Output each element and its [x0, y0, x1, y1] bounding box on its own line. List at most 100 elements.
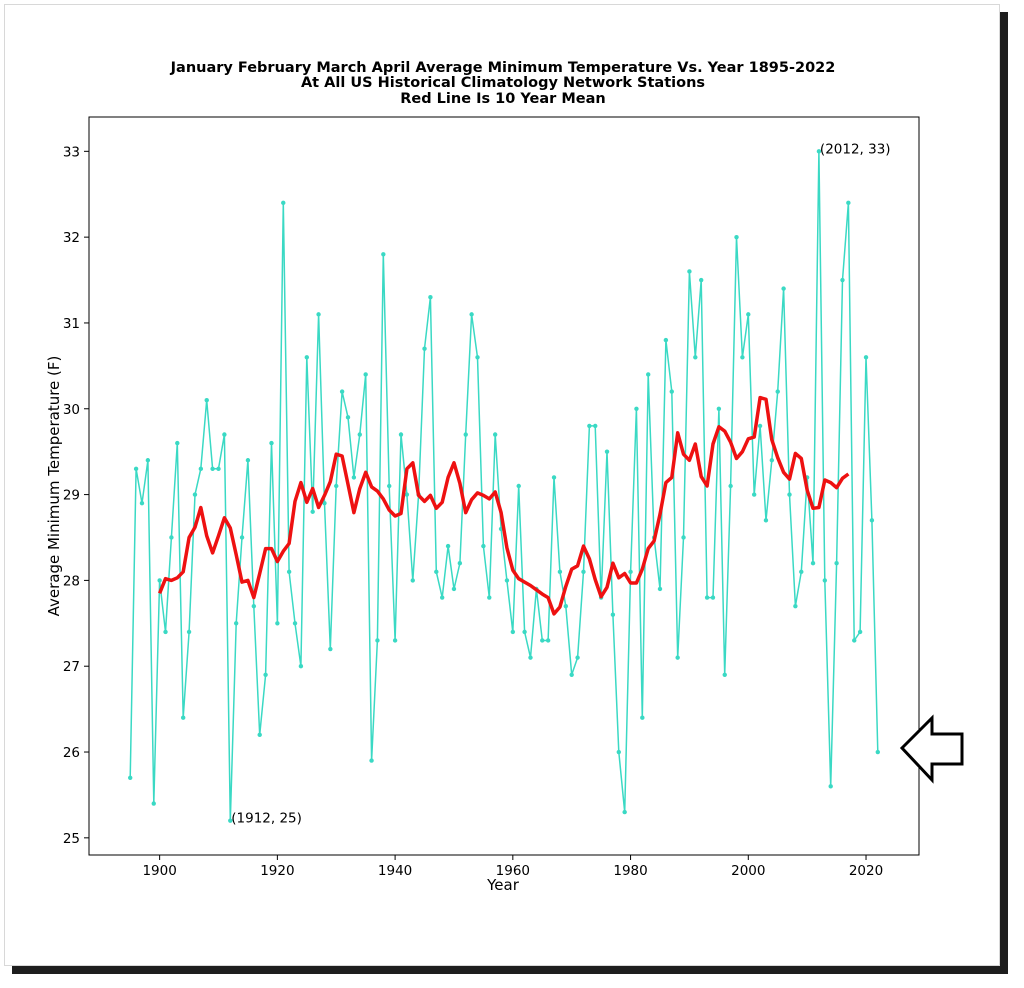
data-point — [369, 758, 374, 763]
annotation-label: (1912, 25) — [231, 811, 302, 827]
data-point — [445, 543, 451, 549]
y-axis-label: Average Minimum Temperature (F) — [45, 356, 63, 617]
data-point — [251, 603, 257, 609]
x-tick-label: 1980 — [613, 863, 647, 879]
data-point — [628, 569, 633, 575]
y-tick-label: 29 — [63, 488, 80, 504]
data-point — [563, 603, 569, 609]
data-point — [751, 492, 757, 497]
x-tick-label: 2020 — [849, 863, 883, 879]
data-point — [663, 337, 669, 343]
data-point — [345, 415, 351, 420]
data-point — [180, 715, 186, 720]
data-point — [746, 312, 751, 317]
data-point — [675, 655, 680, 660]
data-point — [228, 818, 233, 823]
x-tick-label: 2000 — [731, 863, 765, 879]
data-point — [593, 423, 598, 429]
x-tick-label: 1900 — [142, 863, 176, 879]
y-tick-label: 33 — [63, 144, 80, 160]
data-point — [510, 629, 516, 635]
data-point — [363, 372, 368, 377]
data-point — [722, 672, 727, 677]
y-tick-label: 27 — [63, 659, 80, 675]
data-point — [475, 355, 480, 360]
chart-title-line-1: January February March April Average Min… — [170, 60, 836, 76]
data-point — [198, 466, 204, 472]
x-tick-label: 1920 — [260, 863, 294, 879]
data-point — [428, 295, 433, 300]
data-point — [704, 595, 710, 600]
left-arrow-icon — [899, 714, 964, 784]
data-point — [604, 449, 610, 454]
data-point — [869, 518, 875, 523]
data-point — [557, 569, 563, 575]
data-point — [616, 749, 621, 755]
data-point — [834, 561, 839, 566]
y-tick-label: 30 — [63, 402, 80, 418]
data-point — [316, 312, 321, 317]
data-point — [186, 629, 192, 635]
data-point — [504, 578, 510, 583]
chart-title-line-3: Red Line Is 10 Year Mean — [400, 91, 606, 107]
data-point — [681, 535, 686, 540]
data-point — [610, 612, 616, 617]
data-point — [693, 355, 698, 360]
data-point — [551, 475, 557, 480]
data-point — [816, 149, 822, 154]
ten-year-mean-line — [157, 395, 850, 616]
data-point — [269, 440, 274, 446]
data-point — [634, 406, 639, 411]
data-point — [192, 492, 198, 497]
annotation-layer: (1912, 25) (2012, 33) — [231, 141, 890, 826]
data-point — [351, 475, 357, 480]
data-point — [757, 423, 763, 429]
data-point — [469, 312, 474, 317]
y-axis: 25 26 27 28 29 30 31 32 33 — [63, 144, 89, 847]
y-tick-label: 28 — [63, 573, 80, 589]
data-point — [334, 483, 339, 489]
data-point — [281, 200, 286, 206]
data-point — [581, 569, 586, 575]
y-tick-label: 31 — [63, 316, 80, 332]
y-tick-label: 32 — [63, 230, 80, 246]
data-point — [451, 586, 457, 592]
data-point — [257, 732, 262, 738]
data-point — [204, 397, 209, 403]
data-point — [275, 621, 280, 626]
data-point — [575, 655, 580, 660]
data-point — [852, 638, 857, 643]
data-point — [640, 715, 645, 720]
annotation-label: (2012, 33) — [820, 141, 891, 157]
data-point — [687, 269, 692, 274]
data-point — [846, 200, 851, 206]
data-point — [769, 458, 775, 463]
data-point — [263, 672, 268, 677]
data-point — [387, 483, 392, 489]
data-point — [875, 749, 880, 755]
data-point — [569, 672, 574, 677]
data-point — [375, 638, 380, 643]
data-point — [587, 423, 592, 429]
x-axis-label: Year — [486, 876, 520, 894]
x-tick-label: 1940 — [378, 863, 412, 879]
data-point — [516, 483, 521, 489]
data-point — [328, 646, 333, 652]
data-point — [298, 664, 304, 669]
data-point — [775, 389, 780, 394]
data-point — [434, 569, 439, 575]
data-point — [545, 638, 551, 643]
data-point — [710, 595, 716, 600]
data-point — [463, 432, 468, 437]
y-tick-label: 26 — [63, 745, 80, 761]
data-point — [828, 784, 833, 789]
data-point — [339, 389, 345, 394]
data-point — [175, 440, 180, 446]
data-point — [410, 578, 415, 583]
data-point — [245, 458, 251, 463]
data-point — [233, 621, 239, 626]
data-point — [169, 535, 174, 540]
data-point — [304, 355, 310, 360]
data-point — [840, 277, 845, 283]
